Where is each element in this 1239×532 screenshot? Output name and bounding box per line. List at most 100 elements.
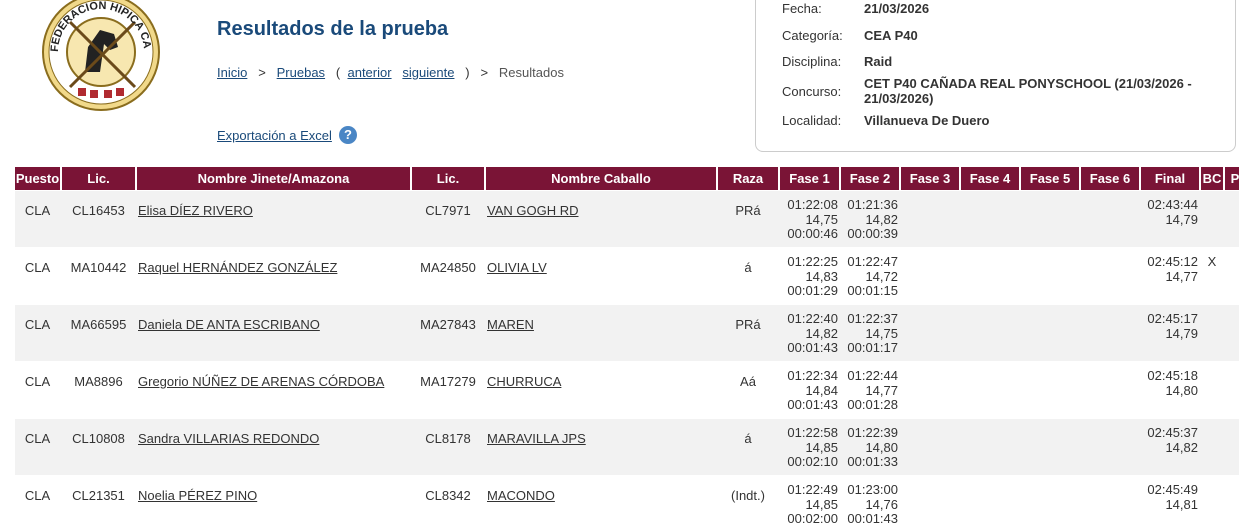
final-value: 14,82	[1165, 439, 1198, 455]
phase-value: 00:01:33	[847, 454, 898, 469]
horse-name[interactable]: MAREN	[487, 317, 534, 332]
horse-name[interactable]: OLIVIA LV	[487, 260, 547, 275]
phase-value: 01:22:34	[787, 368, 838, 383]
previous-link[interactable]: anterior	[347, 65, 392, 80]
rider-license: MA8896	[74, 374, 123, 389]
phase-value: 01:22:49	[787, 482, 838, 497]
phase-value: 14,83	[805, 268, 838, 284]
info-value: Villanueva De Duero	[864, 113, 990, 128]
column-header: P	[1225, 167, 1239, 190]
breed: PRá	[735, 203, 761, 218]
info-label: Categoría:	[782, 28, 843, 43]
export-link[interactable]: Exportación a Excel	[217, 128, 332, 143]
breadcrumb: Inicio > Pruebas ( anterior siguiente ) …	[217, 65, 564, 80]
horse-name[interactable]: VAN GOGH RD	[487, 203, 579, 218]
horse-license: CL8178	[425, 431, 471, 446]
column-header: Nombre Jinete/Amazona	[137, 167, 410, 190]
phase-value: 00:02:00	[787, 511, 838, 526]
phase-value: 01:22:25	[787, 254, 838, 269]
phase-value: 00:01:43	[787, 340, 838, 355]
phase-value: 01:21:36	[847, 197, 898, 212]
help-icon[interactable]: ?	[339, 126, 357, 144]
horse-name[interactable]: MACONDO	[487, 488, 555, 503]
phase-value: 14,84	[805, 382, 838, 398]
bc-mark: X	[1207, 254, 1217, 269]
rider-name[interactable]: Sandra VILLARIAS REDONDO	[138, 431, 320, 446]
phase-value: 01:22:58	[787, 425, 838, 440]
column-header: Fase 4	[961, 167, 1019, 190]
breadcrumb-current: Resultados	[498, 65, 564, 80]
breed: Aá	[740, 374, 756, 389]
info-label: Localidad:	[782, 113, 842, 128]
phase-value: 00:02:10	[787, 454, 838, 469]
horse-name[interactable]: CHURRUCA	[487, 374, 562, 389]
position: CLA	[24, 374, 51, 389]
breadcrumb-home[interactable]: Inicio	[217, 65, 248, 80]
table-row	[15, 476, 1239, 532]
phase-value: 00:00:46	[787, 226, 838, 241]
breed: á	[744, 431, 752, 446]
phase-value: 00:01:43	[787, 397, 838, 412]
column-header: Fase 5	[1021, 167, 1079, 190]
phase-value: 01:22:44	[847, 368, 898, 383]
breadcrumb-separator: >	[480, 65, 489, 80]
table-row	[15, 419, 1239, 475]
breed: PRá	[735, 317, 761, 332]
column-header: Fase 2	[841, 167, 899, 190]
phase-value: 01:22:47	[847, 254, 898, 269]
final-value: 02:43:44	[1147, 197, 1198, 212]
position: CLA	[24, 203, 51, 218]
rider-license: CL21351	[72, 488, 125, 503]
column-header: Raza	[718, 167, 778, 190]
position: CLA	[24, 431, 51, 446]
final-value: 14,77	[1165, 268, 1198, 284]
horse-license: CL7971	[425, 203, 471, 218]
info-label: Fecha:	[782, 1, 822, 16]
breadcrumb-paren: )	[465, 65, 470, 80]
phase-value: 01:22:37	[847, 311, 898, 326]
page-title: Resultados de la prueba	[217, 18, 449, 40]
horse-name[interactable]: MARAVILLA JPS	[487, 431, 586, 446]
phase-value: 14,80	[865, 439, 898, 455]
rider-name[interactable]: Raquel HERNÁNDEZ GONZÁLEZ	[138, 260, 338, 275]
phase-value: 00:01:28	[847, 397, 898, 412]
column-header: Fase 3	[901, 167, 959, 190]
phase-value: 01:23:00	[847, 482, 898, 497]
rider-name[interactable]: Daniela DE ANTA ESCRIBANO	[138, 317, 320, 332]
table-row	[15, 305, 1239, 361]
breadcrumb-tests[interactable]: Pruebas	[276, 65, 326, 80]
position: CLA	[24, 488, 51, 503]
phase-value: 14,72	[865, 268, 898, 284]
final-value: 02:45:49	[1147, 482, 1198, 497]
final-value: 14,80	[1165, 382, 1198, 398]
phase-value: 00:00:39	[847, 226, 898, 241]
horse-license: MA17279	[420, 374, 476, 389]
phase-value: 14,85	[805, 496, 838, 512]
rider-name[interactable]: Noelia PÉREZ PINO	[138, 488, 258, 503]
phase-value: 00:01:43	[847, 511, 898, 526]
table-row	[15, 191, 1239, 247]
info-label: Disciplina:	[782, 54, 842, 69]
table-row	[15, 248, 1239, 304]
rider-license: CL16453	[72, 203, 125, 218]
final-value: 02:45:18	[1147, 368, 1198, 383]
info-box: Fecha: 21/03/2026 Categoría: CEA P40 Discipl…	[755, 0, 1236, 152]
rider-name[interactable]: Elisa DÍEZ RIVERO	[138, 203, 253, 218]
breed: (Indt.)	[731, 488, 765, 503]
column-header: BC	[1201, 167, 1223, 190]
phase-value: 01:22:40	[787, 311, 838, 326]
phase-value: 14,75	[865, 325, 898, 341]
phase-value: 14,82	[865, 211, 898, 227]
rider-name[interactable]: Gregorio NÚÑEZ DE ARENAS CÓRDOBA	[138, 374, 385, 389]
next-link[interactable]: siguiente	[402, 65, 455, 80]
breed: á	[744, 260, 752, 275]
rider-license: MA10442	[70, 260, 127, 275]
phase-value: 14,77	[865, 382, 898, 398]
column-header: Lic.	[62, 167, 135, 190]
rider-license: CL10808	[72, 431, 125, 446]
final-value: 02:45:17	[1147, 311, 1198, 326]
logo: FEDERACION HIPICA CASTILLA Y LEON	[40, 0, 160, 111]
info-value: 21/03/2026	[864, 1, 930, 16]
info-value: Raid	[864, 54, 893, 69]
